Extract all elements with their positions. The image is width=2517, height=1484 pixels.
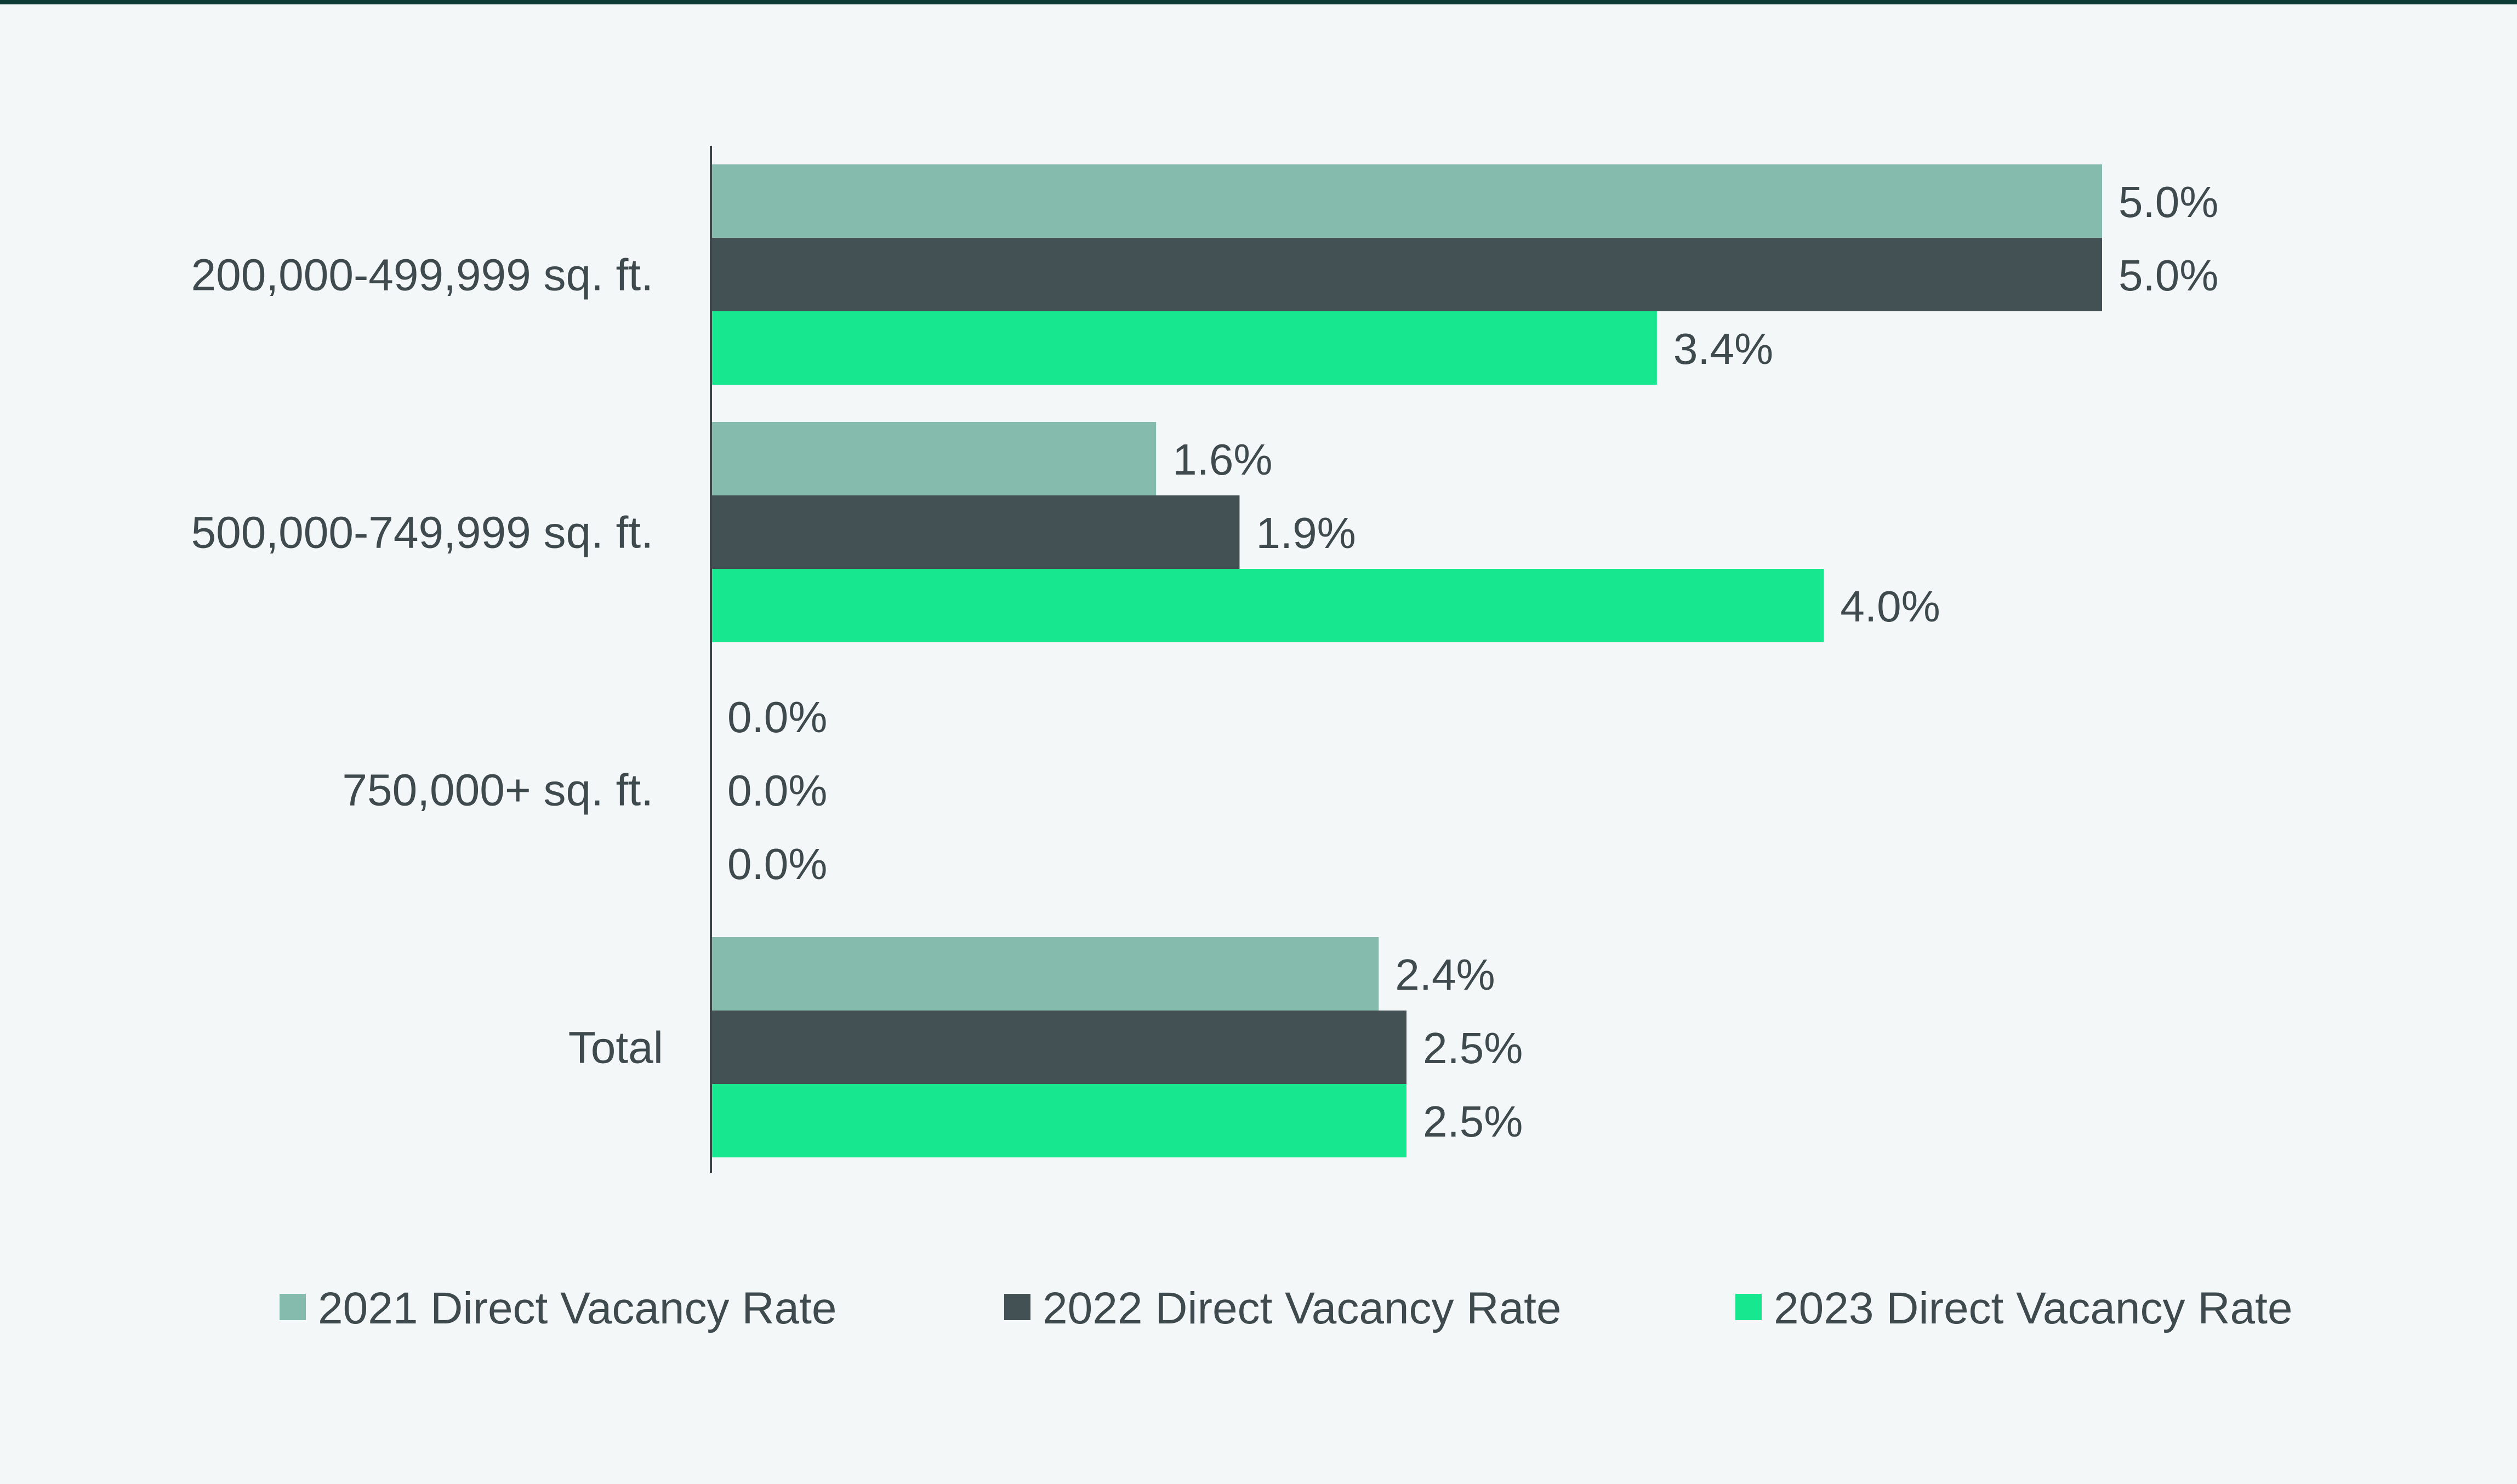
- top-border-rule: [0, 0, 2517, 4]
- bar-2021-direct-vacancy-rate-500-000-749-999-sq-ft: [711, 422, 1157, 495]
- bar-2023-direct-vacancy-rate-total: [711, 1084, 1406, 1157]
- value-labels-layer: 5.0% 5.0% 3.4% 1.6% 1.9% 4.0% 0.0% 0.0% 0.0% 2.4%…: [727, 178, 2218, 1146]
- bar-2023-direct-vacancy-rate-200-000-499-999-sq-ft: [711, 311, 1657, 385]
- legend-label-2022-direct-vacancy-rate: 2022 Direct Vacancy Rate: [1043, 1283, 1562, 1333]
- category-label-500-000-749-999-sq-ft: 500,000-749,999 sq. ft.: [191, 508, 653, 558]
- legend: 2021 Direct Vacancy Rate 2022 Direct Vaca…: [280, 1283, 2293, 1333]
- value-label-2021-direct-vacancy-rate-750-000-sq-ft: 0.0%: [727, 693, 827, 741]
- bar-2022-direct-vacancy-rate-200-000-499-999-sq-ft: [711, 238, 2102, 311]
- legend-swatch-2022-direct-vacancy-rate: [1004, 1294, 1030, 1320]
- legend-label-2021-direct-vacancy-rate: 2021 Direct Vacancy Rate: [318, 1283, 837, 1333]
- category-label-200-000-499-999-sq-ft: 200,000-499,999 sq. ft.: [191, 250, 653, 300]
- value-label-2022-direct-vacancy-rate-750-000-sq-ft: 0.0%: [727, 766, 827, 815]
- value-label-2023-direct-vacancy-rate-200-000-499-999-sq-ft: 3.4%: [1673, 324, 1773, 373]
- bar-2021-direct-vacancy-rate-total: [711, 937, 1379, 1011]
- value-label-2021-direct-vacancy-rate-500-000-749-999-sq-ft: 1.6%: [1172, 435, 1272, 484]
- bar-2023-direct-vacancy-rate-500-000-749-999-sq-ft: [711, 569, 1824, 642]
- value-label-2022-direct-vacancy-rate-500-000-749-999-sq-ft: 1.9%: [1256, 509, 1356, 557]
- value-label-2023-direct-vacancy-rate-500-000-749-999-sq-ft: 4.0%: [1840, 582, 1940, 631]
- legend-swatch-2023-direct-vacancy-rate: [1735, 1294, 1762, 1320]
- category-label-750-000-sq-ft: 750,000+ sq. ft.: [342, 766, 653, 815]
- value-label-2022-direct-vacancy-rate-200-000-499-999-sq-ft: 5.0%: [2119, 251, 2218, 300]
- category-label-total: Total: [568, 1023, 663, 1073]
- value-label-2022-direct-vacancy-rate-total: 2.5%: [1423, 1024, 1523, 1072]
- value-label-2023-direct-vacancy-rate-total: 2.5%: [1423, 1097, 1523, 1146]
- bar-2021-direct-vacancy-rate-200-000-499-999-sq-ft: [711, 164, 2102, 238]
- legend-label-2023-direct-vacancy-rate: 2023 Direct Vacancy Rate: [1774, 1283, 2293, 1333]
- category-labels-layer: 200,000-499,999 sq. ft. 500,000-749,999 s…: [191, 250, 663, 1073]
- bars-layer: [711, 164, 2102, 1157]
- bar-2022-direct-vacancy-rate-500-000-749-999-sq-ft: [711, 495, 1240, 569]
- value-label-2021-direct-vacancy-rate-200-000-499-999-sq-ft: 5.0%: [2119, 178, 2218, 226]
- value-label-2023-direct-vacancy-rate-750-000-sq-ft: 0.0%: [727, 840, 827, 888]
- bar-2022-direct-vacancy-rate-total: [711, 1011, 1406, 1084]
- legend-swatch-2021-direct-vacancy-rate: [280, 1294, 306, 1320]
- value-label-2021-direct-vacancy-rate-total: 2.4%: [1395, 950, 1495, 999]
